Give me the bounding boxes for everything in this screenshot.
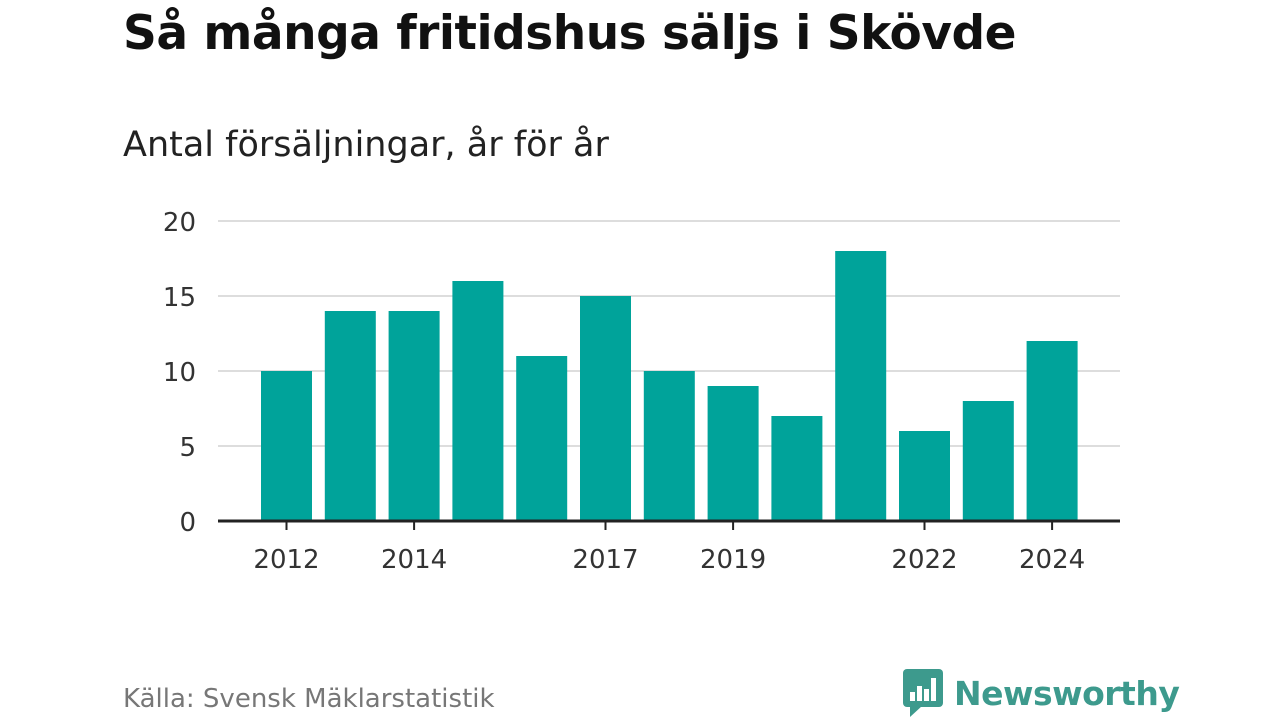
bar-2013 [324,311,376,521]
x-tick-label: 2012 [253,545,319,575]
y-tick-label: 5 [179,433,196,463]
bar-2016 [516,356,568,521]
bar-2023 [962,401,1014,521]
x-tick-label: 2022 [891,545,957,575]
bar-2019 [707,386,759,521]
bars [261,251,1078,521]
x-tick-label: 2017 [572,545,638,575]
bar-2015 [452,281,504,521]
brand-name: Newsworthy [954,673,1180,713]
chart-subtitle: Antal försäljningar, år för år [123,125,609,165]
y-tick-label: 10 [163,358,196,388]
chart-title: Så många fritidshus säljs i Skövde [123,6,1017,61]
bar-2022 [899,431,950,521]
x-tick-label: 2024 [1019,545,1085,575]
bar-chart-speech-bubble-icon [903,669,943,717]
y-tick-label: 20 [163,208,196,238]
bar-2024 [1026,341,1078,521]
brand: Newsworthy [902,668,1180,718]
y-tick-label: 0 [179,508,196,538]
y-tick-label: 15 [163,283,196,313]
bar-2017 [580,296,631,521]
source-note: Källa: Svensk Mäklarstatistik [123,684,495,714]
axes: 0 5 10 15 20 2012 2014 2017 2019 2022 2024 [163,208,1120,575]
x-tick-label: 2014 [381,545,447,575]
bar-2020 [771,416,823,521]
x-tick-label: 2019 [700,545,766,575]
bar-2014 [388,311,440,521]
bar-2012 [261,371,312,521]
bar-2018 [643,371,695,521]
bar-2021 [835,251,887,521]
